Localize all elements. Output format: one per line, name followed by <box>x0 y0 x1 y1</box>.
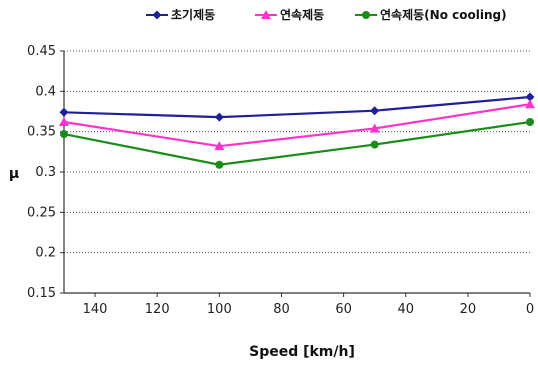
series-3 <box>60 117 534 169</box>
data-series <box>59 92 535 169</box>
y-tick-label: 0.25 <box>27 205 56 220</box>
x-tick-label: 0 <box>526 302 534 317</box>
legend: 초기제동 연속제동 연속제동(No cooling) <box>146 7 507 22</box>
legend-label: 초기제동 <box>171 7 215 22</box>
y-tick-label: 0.3 <box>35 165 56 180</box>
legend-item: 초기제동 <box>146 7 215 22</box>
grid-lines <box>64 50 530 254</box>
series-2 <box>59 99 535 151</box>
legend-item: 연속제동 <box>255 7 324 22</box>
data-point <box>214 141 225 151</box>
series-line <box>63 95 531 119</box>
legend-marker <box>362 11 370 19</box>
legend-marker <box>152 10 162 20</box>
data-point <box>526 117 534 126</box>
data-point <box>214 112 224 122</box>
data-point <box>370 140 379 149</box>
y-tick-label: 0.2 <box>35 246 56 261</box>
x-axis-label: Speed [km/h] <box>249 344 355 360</box>
data-point <box>525 99 535 109</box>
y-tick-label: 0.45 <box>27 44 56 59</box>
data-point <box>525 92 535 102</box>
legend-item: 연속제동(No cooling) <box>355 7 507 22</box>
x-tick-label: 140 <box>83 302 108 317</box>
legend-label: 연속제동(No cooling) <box>380 7 507 22</box>
x-tick-label: 120 <box>145 302 170 317</box>
data-point <box>60 130 68 139</box>
y-tick-label: 0.15 <box>27 286 56 301</box>
series-line <box>63 103 531 148</box>
legend-marker <box>261 10 271 19</box>
series-line <box>63 120 531 166</box>
series-1 <box>59 92 535 122</box>
data-point <box>59 107 69 117</box>
x-tick-label: 20 <box>460 302 477 317</box>
data-point <box>215 160 224 169</box>
y-axis-ticks: 0.15 0.2 0.25 0.3 0.35 0.4 0.45 <box>27 44 64 301</box>
x-tick-label: 80 <box>273 302 290 317</box>
data-point <box>370 106 380 116</box>
data-point <box>59 116 69 126</box>
x-tick-label: 100 <box>207 302 232 317</box>
x-tick-label: 40 <box>397 302 414 317</box>
y-tick-label: 0.4 <box>35 84 56 99</box>
y-axis-label: μ <box>9 166 19 182</box>
legend-label: 연속제동 <box>280 7 324 22</box>
y-tick-label: 0.35 <box>27 125 56 140</box>
x-tick-label: 60 <box>335 302 352 317</box>
data-point <box>369 123 380 133</box>
x-axis-ticks: 140 120 100 80 60 40 20 0 <box>83 293 534 317</box>
